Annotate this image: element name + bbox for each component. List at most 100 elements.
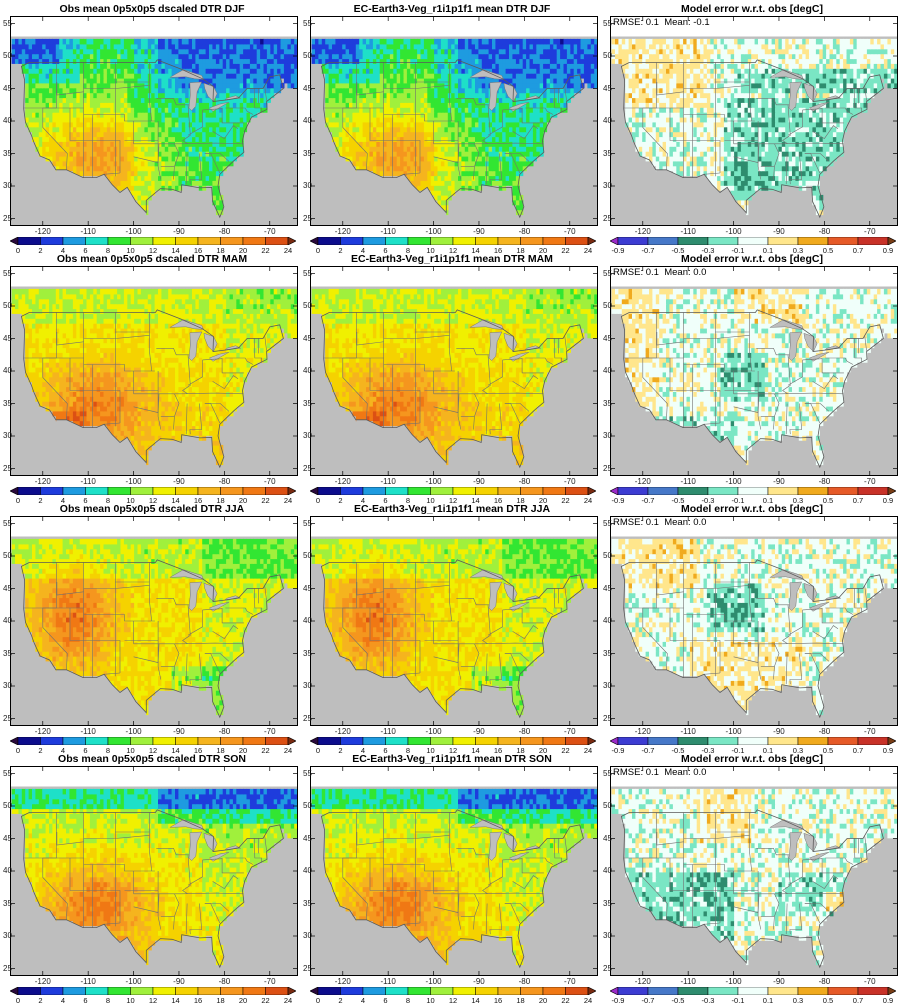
cbar-segment (828, 487, 858, 495)
cbar-segment (18, 737, 41, 745)
cbar-segment (243, 237, 266, 245)
lat-tick-label: 25 (3, 714, 12, 723)
cbar-segment (678, 487, 708, 495)
cbar-segment (648, 237, 678, 245)
cbar-segment (198, 737, 221, 745)
lat-tick-label: 45 (303, 84, 312, 93)
cbar-low-arrow (310, 237, 318, 245)
lon-tick-label: -90 (773, 477, 785, 486)
lon-tick-label: -70 (264, 977, 276, 986)
cbar-segment (453, 237, 476, 245)
cbar-segment (408, 987, 431, 995)
lat-tick-label: 35 (3, 149, 12, 158)
lat-tick-label: 40 (303, 366, 312, 375)
lat-tick-label: 50 (3, 51, 12, 60)
cbar-segment (86, 987, 109, 995)
colorbar (310, 987, 596, 995)
colorbar-tick-label: 12 (449, 996, 457, 1005)
lat-tick-label: 45 (303, 834, 312, 843)
lat-tick-label: 50 (603, 551, 612, 560)
lat-tick-label: 35 (603, 899, 612, 908)
panel-title: Obs mean 0p5x0p5 dscaled DTR MAM (2, 253, 302, 265)
colorbar-tick-label: 6 (83, 996, 87, 1005)
cbar-segment (828, 737, 858, 745)
lat-tick-label: 40 (3, 866, 12, 875)
lon-tick-label: -110 (80, 727, 95, 736)
cbar-segment (566, 237, 589, 245)
lat-tick-label: 45 (3, 334, 12, 343)
colorbar-tick-label: 14 (471, 996, 479, 1005)
cbar-segment (498, 237, 521, 245)
cbar-high-arrow (888, 237, 896, 245)
lat-tick-label: 40 (603, 866, 612, 875)
cbar-segment (221, 737, 244, 745)
lat-tick-label: 55 (303, 519, 312, 528)
lon-tick-label: -70 (564, 727, 576, 736)
cbar-segment (798, 487, 828, 495)
map-svg (11, 517, 297, 725)
cbar-segment (176, 237, 199, 245)
map-area (10, 516, 298, 726)
cbar-segment (341, 487, 364, 495)
lat-tick-label: 25 (303, 214, 312, 223)
stats-text: RMSE: 0.1 Mean: 0.0 (613, 767, 706, 778)
cbar-high-arrow (588, 737, 596, 745)
lon-tick-label: -80 (519, 727, 531, 736)
lon-tick-label: -100 (726, 977, 742, 986)
lon-tick-label: -90 (173, 477, 185, 486)
cbar-segment (431, 737, 454, 745)
cbar-segment (738, 487, 768, 495)
cbar-segment (63, 237, 86, 245)
map-panel-12: Model error w.r.t. obs [degC]RMSE: 0.1 M… (602, 753, 900, 1003)
cbar-low-arrow (10, 737, 18, 745)
lat-tick-label: 25 (603, 964, 612, 973)
map-svg (311, 267, 597, 475)
cbar-segment (618, 737, 648, 745)
cbar-segment (798, 987, 828, 995)
colorbar-tick-label: 18 (216, 996, 224, 1005)
lon-tick-label: -110 (380, 477, 395, 486)
lon-tick-label: -110 (680, 227, 695, 236)
lat-tick-label: 35 (303, 899, 312, 908)
lon-tick-label: -120 (35, 977, 51, 986)
lon-tick-label: -70 (264, 227, 276, 236)
colorbar-tick-label: 24 (284, 996, 292, 1005)
panel-title: Obs mean 0p5x0p5 dscaled DTR DJF (2, 3, 302, 15)
cbar-segment (318, 487, 341, 495)
colorbar-tick-label: 20 (539, 996, 547, 1005)
cbar-segment (431, 987, 454, 995)
cbar-segment (618, 237, 648, 245)
cbar-segment (431, 487, 454, 495)
cbar-segment (566, 987, 589, 995)
map-panel-9: Model error w.r.t. obs [degC]RMSE: 0.1 M… (602, 503, 900, 753)
cbar-segment (341, 237, 364, 245)
cbar-segment (386, 987, 409, 995)
lat-tick-label: 35 (303, 399, 312, 408)
lon-tick-label: -80 (819, 727, 831, 736)
cbar-segment (221, 487, 244, 495)
cbar-segment (828, 987, 858, 995)
colorbar-tick-label: -0.3 (702, 996, 715, 1005)
cbar-segment (63, 987, 86, 995)
lon-tick-label: -80 (519, 977, 531, 986)
lon-tick-label: -100 (126, 727, 142, 736)
cbar-segment (176, 987, 199, 995)
lon-tick-label: -90 (173, 227, 185, 236)
map-area (310, 16, 598, 226)
cbar-segment (858, 987, 888, 995)
lon-tick-label: -70 (264, 477, 276, 486)
cbar-segment (453, 987, 476, 995)
lon-tick-label: -120 (335, 727, 351, 736)
lat-tick-label: 35 (3, 649, 12, 658)
colorbar-tick-label: 18 (516, 996, 524, 1005)
colorbar-tick-label: -0.1 (732, 996, 745, 1005)
colorbar-tick-label: 0.9 (883, 996, 893, 1005)
cbar-segment (341, 737, 364, 745)
colorbar-tick-label: 22 (561, 996, 569, 1005)
cbar-segment (386, 237, 409, 245)
colorbar (310, 237, 596, 245)
stats-text: RMSE: 0.1 Mean: 0.0 (613, 267, 706, 278)
cbar-segment (768, 987, 798, 995)
lat-tick-label: 30 (3, 181, 12, 190)
